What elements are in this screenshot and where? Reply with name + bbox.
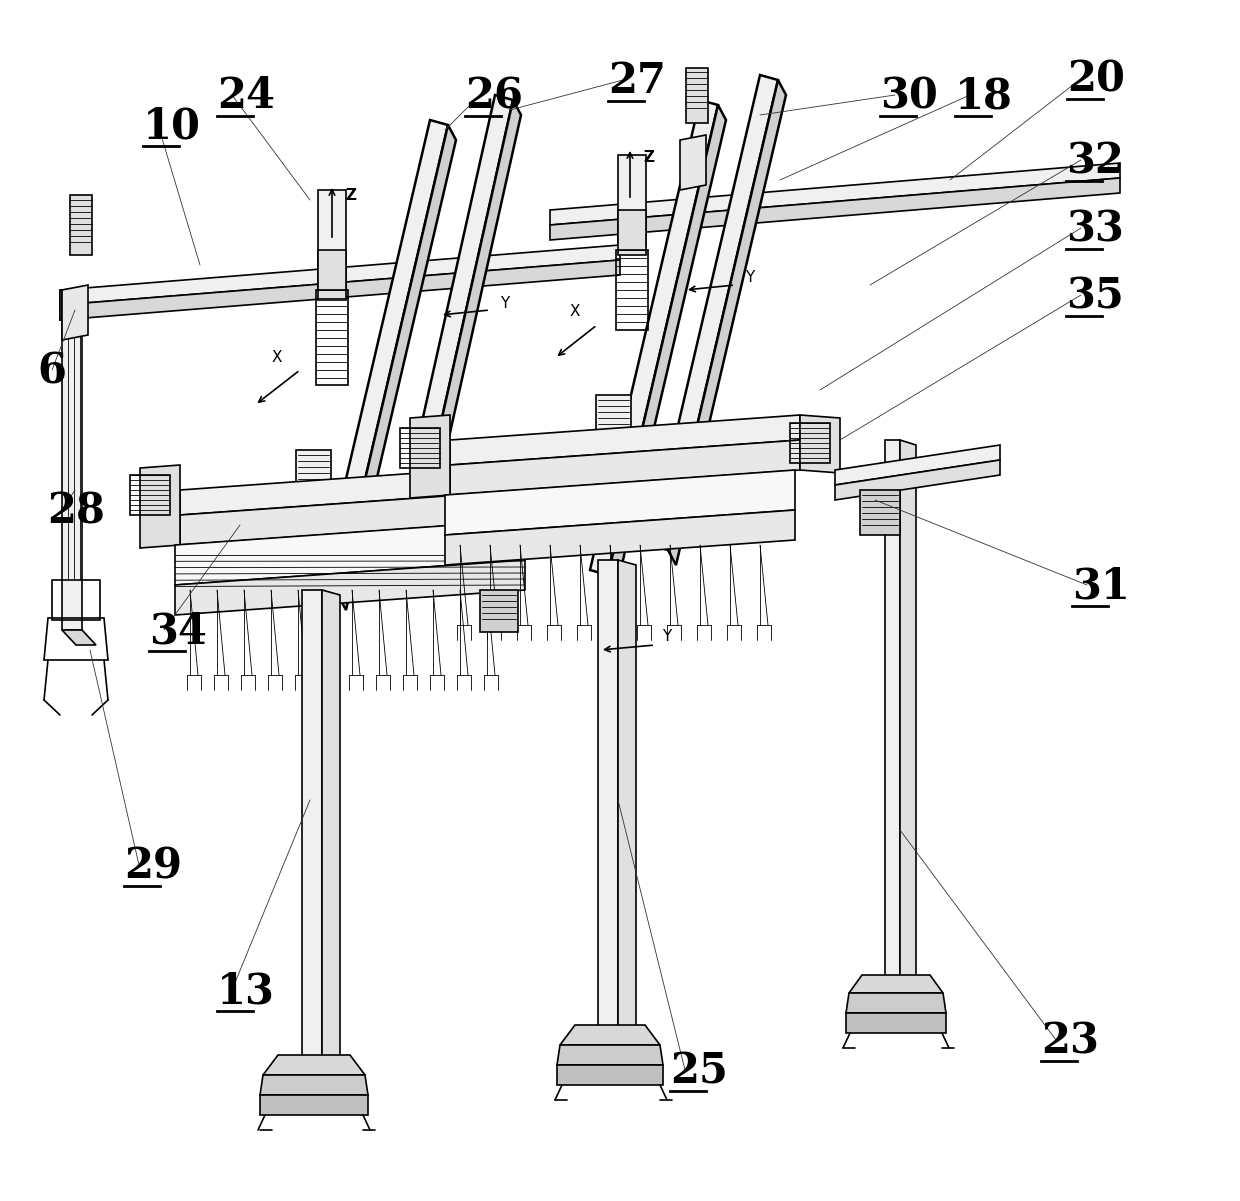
Polygon shape xyxy=(263,1054,365,1075)
Text: Z: Z xyxy=(345,189,356,203)
Text: 10: 10 xyxy=(143,104,201,147)
Bar xyxy=(317,250,346,300)
Polygon shape xyxy=(450,440,800,495)
Text: 35: 35 xyxy=(1066,275,1123,317)
Polygon shape xyxy=(140,465,180,548)
Polygon shape xyxy=(320,120,448,594)
Polygon shape xyxy=(846,1012,946,1033)
Text: 20: 20 xyxy=(1066,58,1125,100)
Polygon shape xyxy=(339,125,456,610)
Text: 13: 13 xyxy=(217,970,275,1012)
Polygon shape xyxy=(849,975,942,993)
Polygon shape xyxy=(590,100,718,575)
Text: 27: 27 xyxy=(608,60,666,102)
Bar xyxy=(317,190,346,289)
Text: 24: 24 xyxy=(217,74,275,116)
Polygon shape xyxy=(835,446,999,485)
Bar xyxy=(515,476,556,515)
Bar xyxy=(69,195,92,255)
Polygon shape xyxy=(608,104,725,590)
Bar xyxy=(616,250,649,330)
Polygon shape xyxy=(900,440,916,985)
Text: Y: Y xyxy=(662,629,671,644)
Text: 30: 30 xyxy=(880,74,937,116)
Text: 26: 26 xyxy=(465,74,523,116)
Text: X: X xyxy=(272,349,283,365)
Bar xyxy=(618,155,646,245)
Polygon shape xyxy=(800,416,839,473)
Text: Z: Z xyxy=(644,150,653,165)
Polygon shape xyxy=(175,560,525,615)
Text: 32: 32 xyxy=(1066,141,1123,183)
Polygon shape xyxy=(598,560,618,1030)
Text: 33: 33 xyxy=(1066,208,1123,250)
Polygon shape xyxy=(60,259,620,319)
Text: X: X xyxy=(570,304,580,319)
Polygon shape xyxy=(60,245,620,305)
Polygon shape xyxy=(62,631,95,645)
Polygon shape xyxy=(529,465,570,522)
Polygon shape xyxy=(175,520,525,585)
Polygon shape xyxy=(322,590,340,1065)
Polygon shape xyxy=(260,1075,368,1095)
Polygon shape xyxy=(618,560,636,1035)
Polygon shape xyxy=(560,1024,660,1045)
Polygon shape xyxy=(410,416,450,498)
Bar xyxy=(296,450,331,490)
Bar xyxy=(130,476,170,515)
Text: 6: 6 xyxy=(37,349,66,392)
Text: 34: 34 xyxy=(149,610,207,652)
Polygon shape xyxy=(650,74,777,550)
Polygon shape xyxy=(557,1065,663,1085)
Polygon shape xyxy=(62,289,82,631)
Text: 18: 18 xyxy=(955,74,1013,116)
Text: 31: 31 xyxy=(1073,564,1130,607)
Bar xyxy=(861,490,900,534)
Polygon shape xyxy=(180,490,529,545)
Bar xyxy=(316,289,348,386)
Text: 25: 25 xyxy=(670,1050,728,1092)
Bar xyxy=(401,428,440,468)
Polygon shape xyxy=(450,416,800,465)
Text: 28: 28 xyxy=(47,490,105,532)
Polygon shape xyxy=(303,590,322,1060)
Polygon shape xyxy=(60,289,81,319)
Text: 23: 23 xyxy=(1042,1020,1099,1062)
Polygon shape xyxy=(551,163,1120,225)
Text: Y: Y xyxy=(745,270,754,285)
Text: 29: 29 xyxy=(124,846,182,888)
Polygon shape xyxy=(445,510,795,564)
Polygon shape xyxy=(551,178,1120,240)
Polygon shape xyxy=(62,285,88,340)
Polygon shape xyxy=(846,993,946,1012)
Text: Y: Y xyxy=(500,295,510,311)
Bar xyxy=(480,590,518,632)
Polygon shape xyxy=(885,440,900,980)
Bar xyxy=(618,210,646,255)
Bar xyxy=(686,68,708,123)
Polygon shape xyxy=(260,1095,368,1115)
Polygon shape xyxy=(180,465,529,515)
Bar xyxy=(790,423,830,464)
Polygon shape xyxy=(668,80,786,564)
Polygon shape xyxy=(445,470,795,534)
Polygon shape xyxy=(835,460,999,500)
Bar xyxy=(596,395,631,434)
Polygon shape xyxy=(391,95,513,570)
Polygon shape xyxy=(680,135,706,190)
Polygon shape xyxy=(557,1045,663,1065)
Polygon shape xyxy=(408,100,521,585)
